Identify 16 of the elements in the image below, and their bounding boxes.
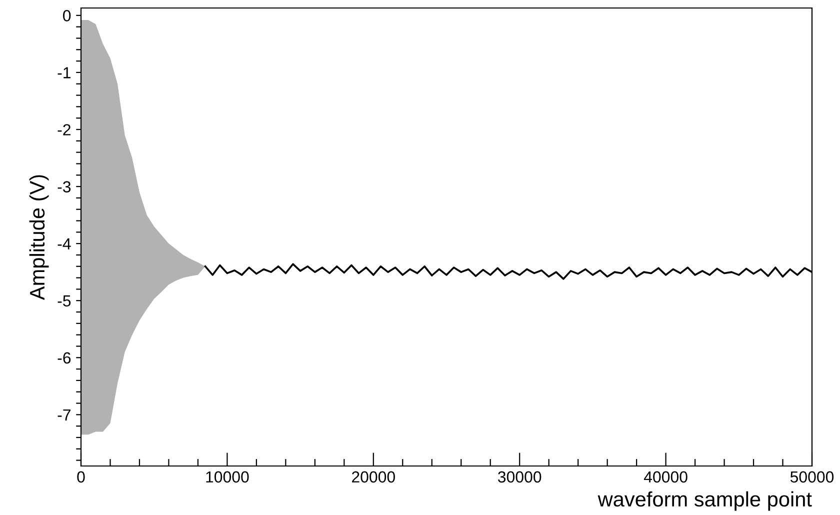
y-tick-label: -7 bbox=[58, 409, 70, 420]
y-tick-label: 0 bbox=[63, 10, 71, 22]
x-tick-label: 0 bbox=[77, 471, 85, 483]
x-tick-label: 10000 bbox=[206, 471, 249, 483]
x-tick-label: 20000 bbox=[352, 471, 395, 483]
y-tick-label: -1 bbox=[58, 67, 70, 78]
x-tick-label: 40000 bbox=[644, 471, 688, 483]
y-tick-label: -3 bbox=[58, 181, 71, 192]
y-tick-label: -4 bbox=[58, 238, 71, 250]
y-tick-label: -2 bbox=[58, 124, 70, 136]
y-axis-title: Amplitude (V) bbox=[29, 175, 49, 300]
y-tick-label: -5 bbox=[58, 295, 71, 307]
x-tick-label: 50000 bbox=[790, 471, 834, 483]
x-tick-label: 30000 bbox=[498, 471, 542, 483]
x-axis-title: waveform sample point bbox=[598, 491, 812, 511]
y-tick-label: -6 bbox=[58, 352, 71, 364]
